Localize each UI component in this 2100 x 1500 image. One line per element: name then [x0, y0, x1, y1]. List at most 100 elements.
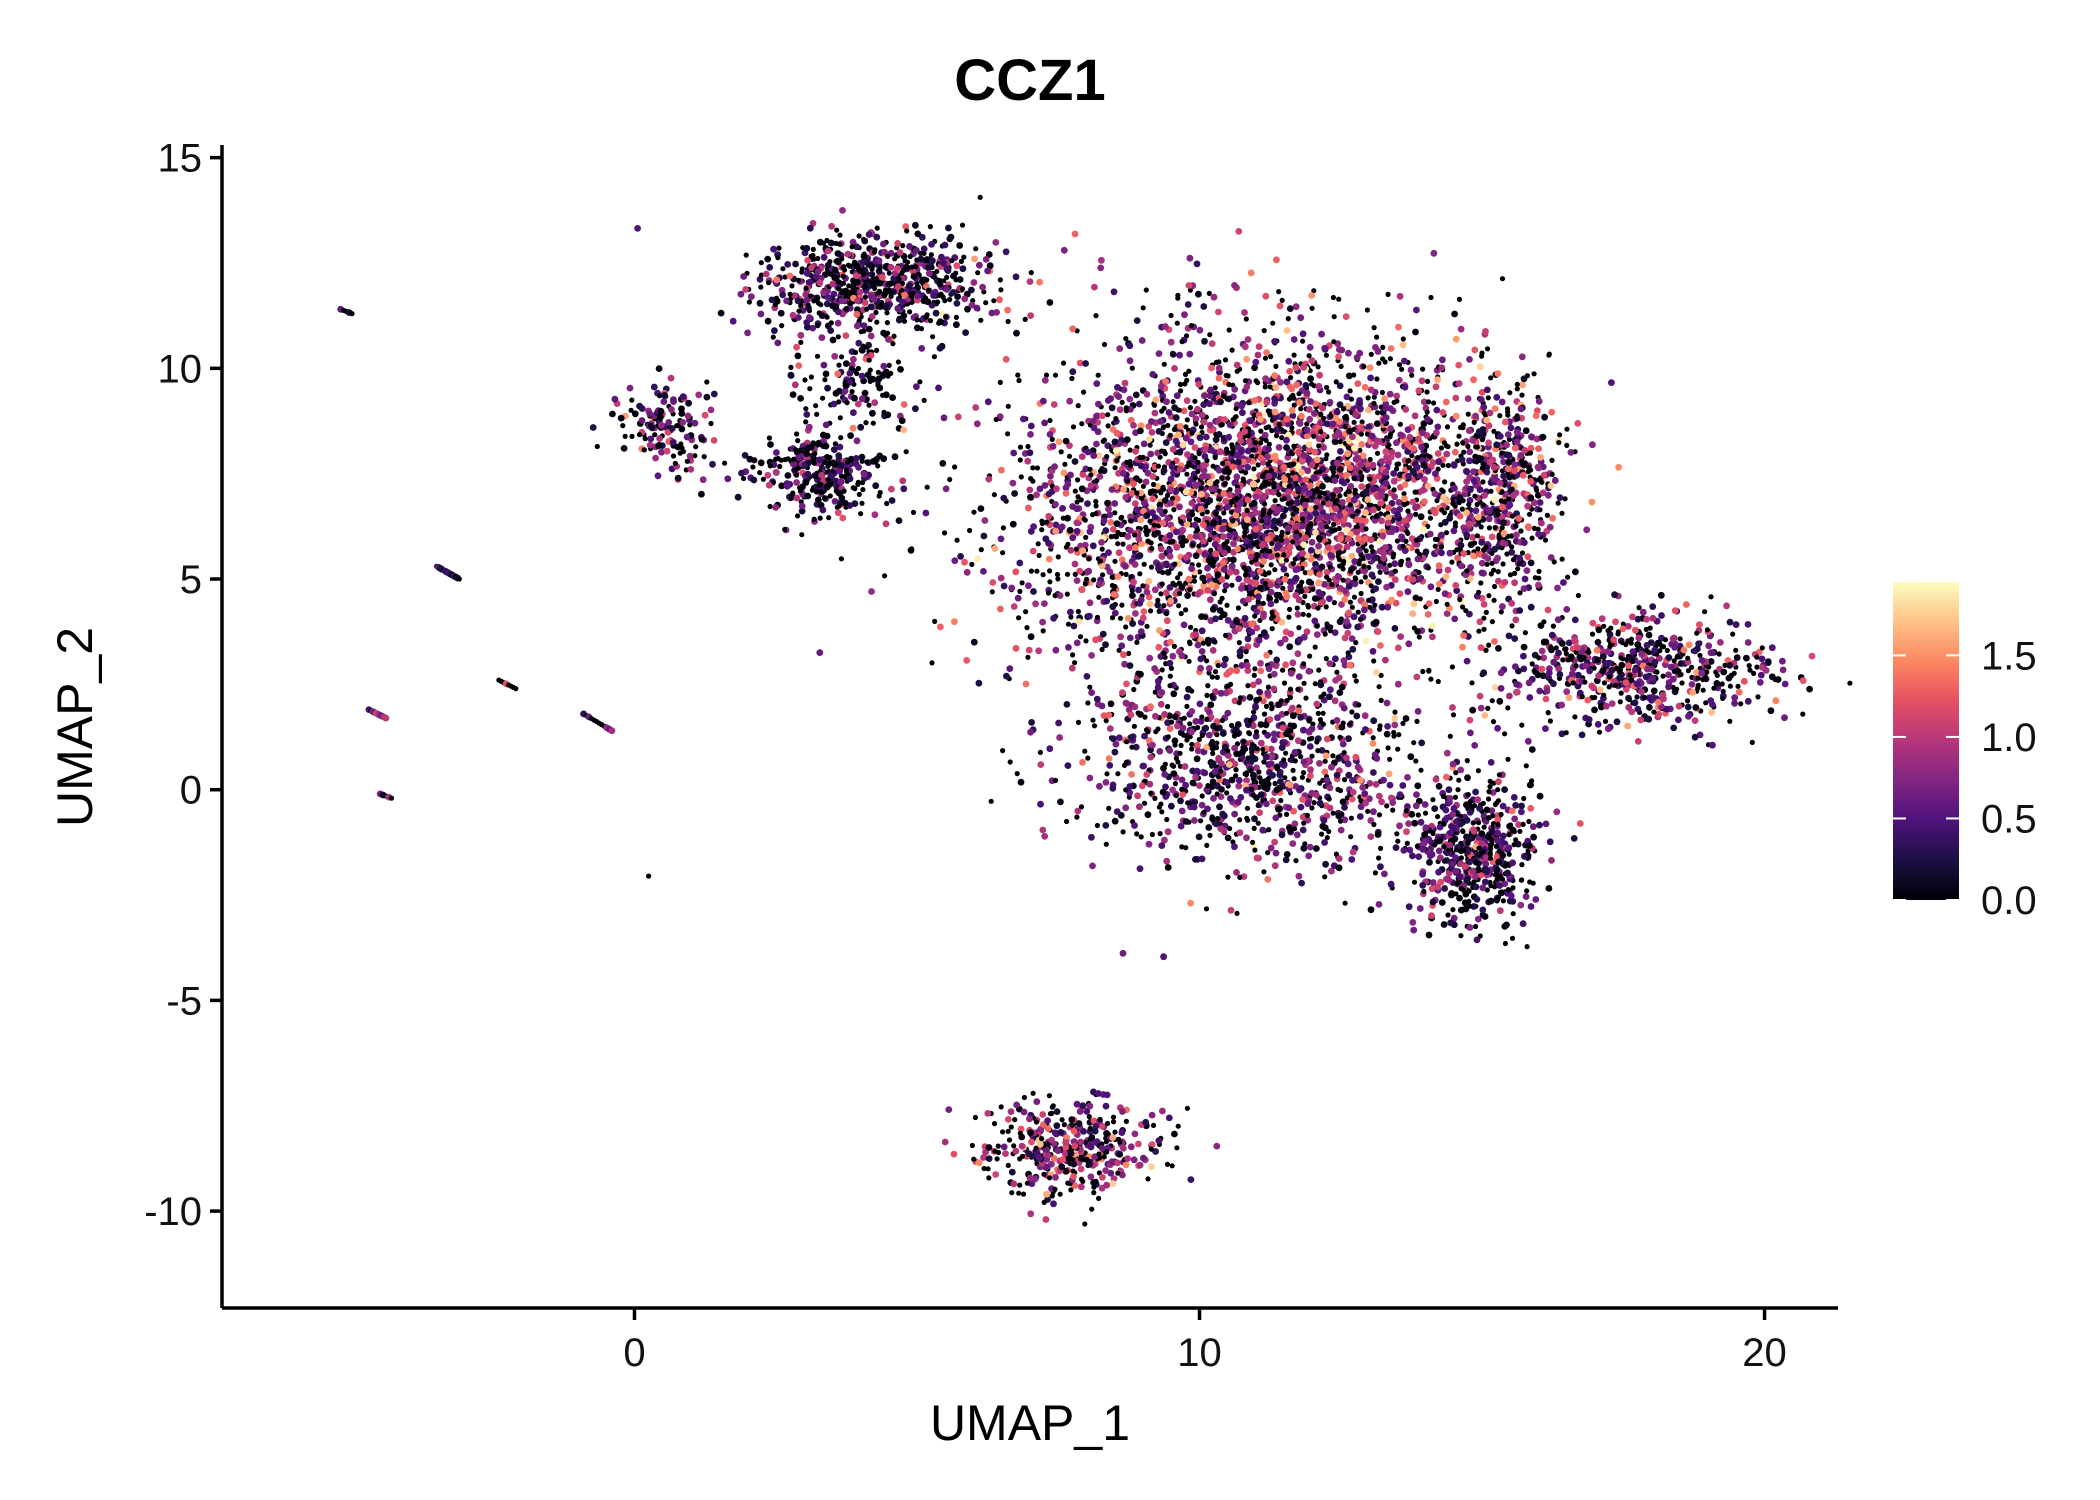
scatter-point — [895, 316, 903, 324]
scatter-point — [1027, 431, 1034, 438]
scatter-point — [1093, 313, 1099, 319]
scatter-point — [1385, 514, 1392, 522]
scatter-point — [1171, 426, 1177, 433]
scatter-point — [1432, 470, 1439, 478]
scatter-point — [1238, 584, 1245, 592]
scatter-point — [920, 276, 927, 282]
scatter-point — [1350, 613, 1358, 621]
scatter-point — [1128, 574, 1134, 580]
scatter-point — [1387, 356, 1393, 362]
scatter-point — [872, 459, 879, 465]
scatter-point — [1274, 506, 1282, 514]
scatter-point — [1182, 381, 1188, 387]
scatter-point — [1254, 351, 1262, 359]
scatter-point — [1334, 544, 1341, 551]
scatter-point — [698, 436, 706, 443]
scatter-point — [1251, 532, 1259, 539]
scatter-point — [631, 410, 639, 418]
scatter-point — [1166, 659, 1174, 667]
scatter-point — [1115, 393, 1123, 400]
scatter-point — [1308, 357, 1316, 364]
scatter-point — [1454, 441, 1460, 447]
scatter-point — [867, 332, 875, 340]
scatter-point — [1442, 398, 1450, 406]
scatter-point — [1451, 615, 1459, 623]
scatter-point — [1303, 628, 1311, 636]
scatter-point — [657, 407, 665, 415]
scatter-point — [1121, 379, 1129, 387]
scatter-point — [1064, 480, 1072, 488]
scatter-point — [1351, 558, 1359, 565]
scatter-point — [1000, 494, 1008, 502]
scatter-point — [1434, 498, 1440, 504]
scatter-point — [856, 491, 862, 497]
scatter-point — [1122, 493, 1130, 501]
scatter-point — [1265, 461, 1271, 467]
scatter-point — [937, 318, 944, 326]
scatter-point — [1171, 643, 1177, 650]
scatter-point — [1398, 562, 1404, 568]
scatter-point — [805, 314, 813, 321]
scatter-point — [1204, 509, 1210, 515]
scatter-point — [1093, 503, 1099, 509]
scatter-point — [1230, 540, 1237, 548]
scatter-point — [1248, 570, 1256, 578]
scatter-point — [1208, 547, 1214, 553]
scatter-point — [1224, 574, 1230, 580]
scatter-point — [836, 503, 842, 509]
scatter-point — [1229, 347, 1235, 353]
scatter-point — [940, 414, 948, 422]
scatter-point — [1312, 509, 1320, 517]
scatter-point — [1283, 593, 1291, 601]
scatter-point — [1272, 498, 1278, 504]
scatter-point — [1330, 469, 1337, 475]
scatter-point — [1265, 481, 1271, 487]
scatter-point — [1085, 755, 1091, 761]
scatter-point — [1199, 574, 1207, 582]
scatter-point — [1195, 459, 1201, 465]
scatter-point — [1224, 602, 1230, 608]
scatter-point — [629, 433, 635, 439]
scatter-point — [1251, 672, 1257, 679]
scatter-point — [1366, 597, 1372, 603]
scatter-point — [856, 233, 862, 239]
scatter-point — [1398, 525, 1406, 533]
scatter-point — [1399, 366, 1405, 372]
scatter-point — [1226, 491, 1234, 499]
scatter-point — [1291, 402, 1297, 408]
scatter-point — [1350, 513, 1356, 519]
scatter-point — [1191, 578, 1198, 584]
scatter-point — [1083, 638, 1089, 644]
scatter-point — [1206, 497, 1214, 504]
scatter-point — [1373, 669, 1380, 676]
scatter-point — [670, 453, 677, 459]
scatter-point — [834, 319, 842, 327]
scatter-point — [1155, 597, 1161, 603]
scatter-point — [838, 473, 845, 479]
scatter-point — [1388, 596, 1395, 604]
scatter-point — [782, 274, 788, 280]
scatter-point — [1365, 553, 1373, 561]
scatter-point — [1362, 535, 1369, 543]
scatter-point — [1060, 515, 1066, 521]
scatter-point — [898, 417, 906, 425]
scatter-point — [864, 459, 870, 465]
scatter-point — [827, 259, 833, 265]
scatter-point — [793, 447, 799, 453]
scatter-point — [1124, 615, 1132, 622]
scatter-point — [918, 326, 925, 332]
scatter-point — [750, 464, 756, 470]
scatter-point — [917, 255, 925, 263]
scatter-point — [1025, 582, 1032, 590]
scatter-point — [1270, 320, 1276, 326]
scatter-point — [1406, 433, 1414, 441]
scatter-point — [1217, 599, 1223, 605]
scatter-point — [1370, 506, 1377, 514]
scatter-point — [1394, 511, 1401, 519]
scatter-point — [655, 365, 663, 372]
scatter-point — [1200, 401, 1208, 408]
scatter-point — [923, 256, 931, 263]
scatter-point — [1226, 381, 1232, 388]
scatter-point — [1500, 561, 1506, 567]
scatter-point — [1367, 604, 1373, 610]
